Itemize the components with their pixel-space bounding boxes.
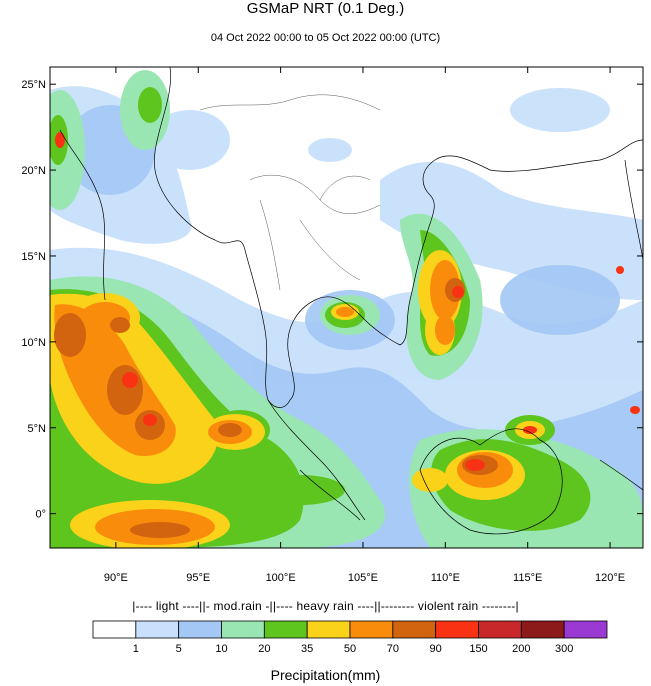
lat-tick-label: 10°N — [21, 337, 46, 349]
colorbar-label: 10 — [215, 643, 228, 655]
lon-tick-label: 115°E — [513, 572, 542, 584]
colorbar-label: 5 — [175, 643, 182, 655]
lon-tick-label: 120°E — [595, 572, 625, 584]
axis-ticks: 25°N 20°N 15°N 10°N 5°N 0° 90°E 95°E 100°E 105°E 1… — [21, 67, 643, 584]
colorbar-swatch — [263, 620, 308, 639]
colorbar-swatch — [349, 620, 394, 639]
colorbar-label: 300 — [554, 643, 574, 655]
colorbar-label: 70 — [386, 643, 399, 655]
colorbar-label: 20 — [258, 643, 271, 655]
colorbar-swatch — [306, 620, 351, 639]
lat-tick-label: 15°N — [21, 251, 46, 263]
legend-categories: |---- light ----||- mod.rain -||---- hea… — [132, 599, 519, 613]
lat-tick-label: 25°N — [21, 79, 46, 91]
plot-frame — [49, 66, 644, 549]
colorbar-swatch — [221, 620, 265, 639]
colorbar-swatch — [92, 620, 137, 639]
colorbar-label: 50 — [343, 643, 357, 655]
precipitation-field — [50, 70, 643, 548]
lat-tick-label: 5°N — [28, 423, 47, 435]
colorbar-label: 1 — [132, 643, 139, 655]
lon-tick-label: 90°E — [104, 572, 128, 584]
lon-tick-label: 100°E — [266, 572, 296, 584]
colorbar-swatch — [520, 620, 565, 639]
colorbar-swatch — [435, 620, 479, 639]
colorbar — [92, 620, 608, 639]
colorbar-swatch — [392, 620, 437, 639]
coastlines — [59, 67, 643, 535]
colorbar-label: 150 — [469, 643, 488, 655]
colorbar-swatch — [563, 620, 608, 639]
colorbar-label: 90 — [429, 643, 442, 655]
colorbar-label: 200 — [512, 643, 531, 655]
colorbar-swatch — [178, 620, 222, 639]
lon-tick-label: 95°E — [186, 572, 210, 584]
lat-tick-label: 0° — [35, 509, 46, 521]
country-borders — [199, 94, 381, 291]
lon-tick-label: 105°E — [348, 572, 378, 584]
colorbar-swatch — [478, 620, 522, 639]
map-title: GSMaP NRT (0.1 Deg.) — [246, 0, 405, 17]
lon-tick-label: 110°E — [431, 572, 460, 584]
colorbar-label: 35 — [301, 643, 314, 655]
colorbar-swatch — [135, 620, 180, 639]
map-subtitle: 04 Oct 2022 00:00 to 05 Oct 2022 00:00 (… — [210, 32, 441, 44]
lat-tick-label: 20°N — [21, 165, 46, 177]
colorbar-title: Precipitation(mm) — [270, 667, 381, 683]
